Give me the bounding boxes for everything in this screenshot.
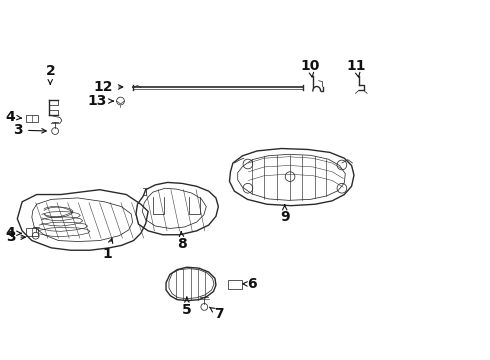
Text: 12: 12: [94, 80, 123, 94]
Text: 11: 11: [346, 59, 366, 77]
Text: 8: 8: [177, 232, 187, 251]
Text: 9: 9: [280, 205, 290, 224]
Text: 13: 13: [88, 94, 113, 108]
Text: 10: 10: [301, 59, 320, 77]
Text: 1: 1: [102, 239, 113, 261]
Bar: [26, 228, 38, 236]
Text: 6: 6: [243, 277, 257, 291]
Text: 5: 5: [182, 297, 192, 317]
Text: 3: 3: [6, 230, 25, 244]
Text: 7: 7: [209, 307, 224, 321]
Bar: [26, 114, 38, 122]
Text: 4: 4: [6, 226, 21, 240]
Bar: [228, 280, 242, 288]
Text: 4: 4: [6, 110, 22, 124]
Text: 3: 3: [13, 123, 46, 137]
Text: 2: 2: [46, 64, 55, 84]
